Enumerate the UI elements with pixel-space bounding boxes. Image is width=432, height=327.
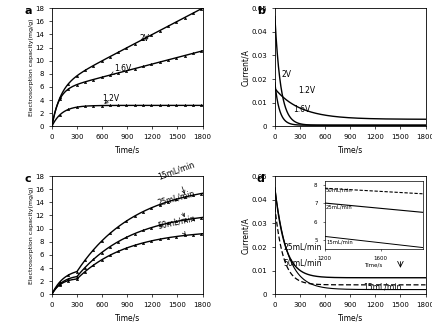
X-axis label: Time/s: Time/s bbox=[114, 146, 140, 155]
Text: 1.2V: 1.2V bbox=[102, 95, 119, 103]
Text: 50mL/min: 50mL/min bbox=[156, 214, 196, 235]
Y-axis label: Electrosorption capacity(mg/g): Electrosorption capacity(mg/g) bbox=[29, 19, 34, 116]
Y-axis label: Current/A: Current/A bbox=[241, 49, 250, 86]
Text: 50mL/min: 50mL/min bbox=[283, 259, 322, 268]
Text: c: c bbox=[25, 174, 32, 184]
Text: 15mL/min: 15mL/min bbox=[156, 160, 196, 193]
Y-axis label: Current/A: Current/A bbox=[241, 217, 250, 254]
X-axis label: Time/s: Time/s bbox=[337, 146, 363, 155]
X-axis label: Time/s: Time/s bbox=[114, 314, 140, 322]
Text: 25mL/min: 25mL/min bbox=[156, 189, 196, 216]
X-axis label: Time/s: Time/s bbox=[337, 314, 363, 322]
Text: a: a bbox=[25, 6, 32, 16]
Text: d: d bbox=[257, 174, 265, 184]
Text: 15mL/min: 15mL/min bbox=[363, 283, 401, 292]
Text: b: b bbox=[257, 6, 265, 16]
Text: 1.6V: 1.6V bbox=[111, 63, 132, 75]
Text: 2V: 2V bbox=[140, 34, 150, 43]
Text: 1.2V: 1.2V bbox=[298, 86, 315, 95]
Text: 2V: 2V bbox=[282, 70, 292, 79]
Text: 25mL/min: 25mL/min bbox=[283, 242, 321, 251]
Text: 1.6V: 1.6V bbox=[293, 105, 311, 114]
Y-axis label: Electrosorption capacity(mg/g): Electrosorption capacity(mg/g) bbox=[29, 186, 34, 284]
